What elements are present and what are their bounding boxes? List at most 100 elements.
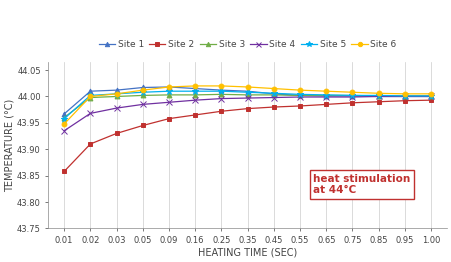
Line: Site 3: Site 3 bbox=[62, 92, 433, 120]
Site 6 bbox=[245, 85, 250, 89]
Site 5 bbox=[402, 94, 408, 97]
Site 6 bbox=[297, 89, 303, 92]
Site 1 bbox=[271, 92, 276, 95]
Site 4 bbox=[245, 96, 250, 100]
Site 3 bbox=[376, 94, 382, 97]
Site 5 bbox=[140, 91, 146, 94]
Site 2 bbox=[271, 106, 276, 109]
Site 6 bbox=[140, 89, 146, 92]
Site 3 bbox=[193, 93, 198, 96]
Site 1 bbox=[428, 95, 434, 98]
Site 2 bbox=[61, 170, 67, 173]
Site 5 bbox=[87, 94, 93, 97]
Site 4 bbox=[140, 103, 146, 106]
Line: Site 4: Site 4 bbox=[61, 94, 434, 134]
Line: Site 2: Site 2 bbox=[62, 98, 433, 174]
Site 3 bbox=[297, 94, 303, 97]
Site 2 bbox=[219, 110, 224, 113]
Site 5 bbox=[323, 93, 329, 96]
Site 4 bbox=[323, 95, 329, 99]
Site 1 bbox=[402, 95, 408, 98]
Site 3 bbox=[350, 94, 355, 97]
Site 2 bbox=[428, 99, 434, 102]
Site 1 bbox=[114, 89, 120, 92]
Site 4 bbox=[297, 95, 303, 99]
Y-axis label: TEMPERATURE (°C): TEMPERATURE (°C) bbox=[4, 99, 14, 192]
Site 3 bbox=[61, 116, 67, 119]
Site 5 bbox=[114, 92, 120, 95]
Site 3 bbox=[114, 95, 120, 98]
Site 6 bbox=[193, 84, 198, 88]
Site 2 bbox=[297, 104, 303, 107]
Site 5 bbox=[166, 90, 172, 93]
Site 1 bbox=[140, 86, 146, 89]
Site 4 bbox=[271, 96, 276, 99]
Site 3 bbox=[428, 94, 434, 97]
Site 1 bbox=[166, 85, 172, 89]
Site 6 bbox=[219, 84, 224, 88]
Site 5 bbox=[193, 90, 198, 93]
Site 5 bbox=[376, 94, 382, 97]
Site 1 bbox=[350, 94, 355, 97]
Site 1 bbox=[376, 95, 382, 98]
Site 6 bbox=[350, 91, 355, 94]
Site 4 bbox=[87, 112, 93, 115]
Site 3 bbox=[245, 93, 250, 96]
Site 2 bbox=[166, 117, 172, 120]
Site 5 bbox=[297, 93, 303, 96]
Site 1 bbox=[61, 112, 67, 116]
Site 2 bbox=[140, 124, 146, 127]
Site 2 bbox=[350, 101, 355, 104]
Site 6 bbox=[61, 122, 67, 125]
Site 5 bbox=[271, 92, 276, 95]
Site 1 bbox=[193, 87, 198, 90]
Site 2 bbox=[245, 107, 250, 110]
Site 3 bbox=[166, 93, 172, 96]
Site 5 bbox=[350, 94, 355, 97]
Text: heat stimulation
at 44°C: heat stimulation at 44°C bbox=[313, 173, 410, 195]
Site 2 bbox=[193, 113, 198, 117]
Site 5 bbox=[428, 94, 434, 97]
Site 4 bbox=[193, 99, 198, 102]
Site 4 bbox=[114, 107, 120, 110]
Site 6 bbox=[323, 90, 329, 93]
Site 4 bbox=[350, 95, 355, 99]
Site 2 bbox=[87, 143, 93, 146]
Site 6 bbox=[376, 92, 382, 95]
Site 4 bbox=[219, 97, 224, 100]
Site 5 bbox=[61, 117, 67, 120]
X-axis label: HEATING TIME (SEC): HEATING TIME (SEC) bbox=[198, 248, 297, 258]
Site 1 bbox=[323, 94, 329, 97]
Site 3 bbox=[87, 96, 93, 99]
Site 3 bbox=[402, 94, 408, 97]
Site 2 bbox=[323, 103, 329, 106]
Line: Site 1: Site 1 bbox=[62, 85, 433, 116]
Site 3 bbox=[271, 93, 276, 96]
Site 4 bbox=[376, 95, 382, 98]
Site 6 bbox=[271, 87, 276, 90]
Site 3 bbox=[219, 93, 224, 96]
Site 2 bbox=[376, 100, 382, 103]
Site 4 bbox=[402, 95, 408, 98]
Site 5 bbox=[245, 91, 250, 94]
Site 1 bbox=[297, 94, 303, 97]
Site 6 bbox=[166, 85, 172, 89]
Site 6 bbox=[402, 92, 408, 95]
Line: Site 6: Site 6 bbox=[62, 84, 433, 126]
Site 1 bbox=[219, 89, 224, 92]
Site 1 bbox=[87, 90, 93, 93]
Site 6 bbox=[428, 92, 434, 95]
Site 4 bbox=[61, 129, 67, 132]
Line: Site 5: Site 5 bbox=[61, 88, 434, 122]
Legend: Site 1, Site 2, Site 3, Site 4, Site 5, Site 6: Site 1, Site 2, Site 3, Site 4, Site 5, … bbox=[95, 37, 400, 53]
Site 5 bbox=[219, 90, 224, 93]
Site 2 bbox=[114, 132, 120, 135]
Site 2 bbox=[402, 99, 408, 102]
Site 4 bbox=[166, 101, 172, 104]
Site 3 bbox=[323, 94, 329, 97]
Site 6 bbox=[87, 95, 93, 98]
Site 3 bbox=[140, 94, 146, 97]
Site 6 bbox=[114, 92, 120, 95]
Site 4 bbox=[428, 95, 434, 98]
Site 1 bbox=[245, 90, 250, 93]
